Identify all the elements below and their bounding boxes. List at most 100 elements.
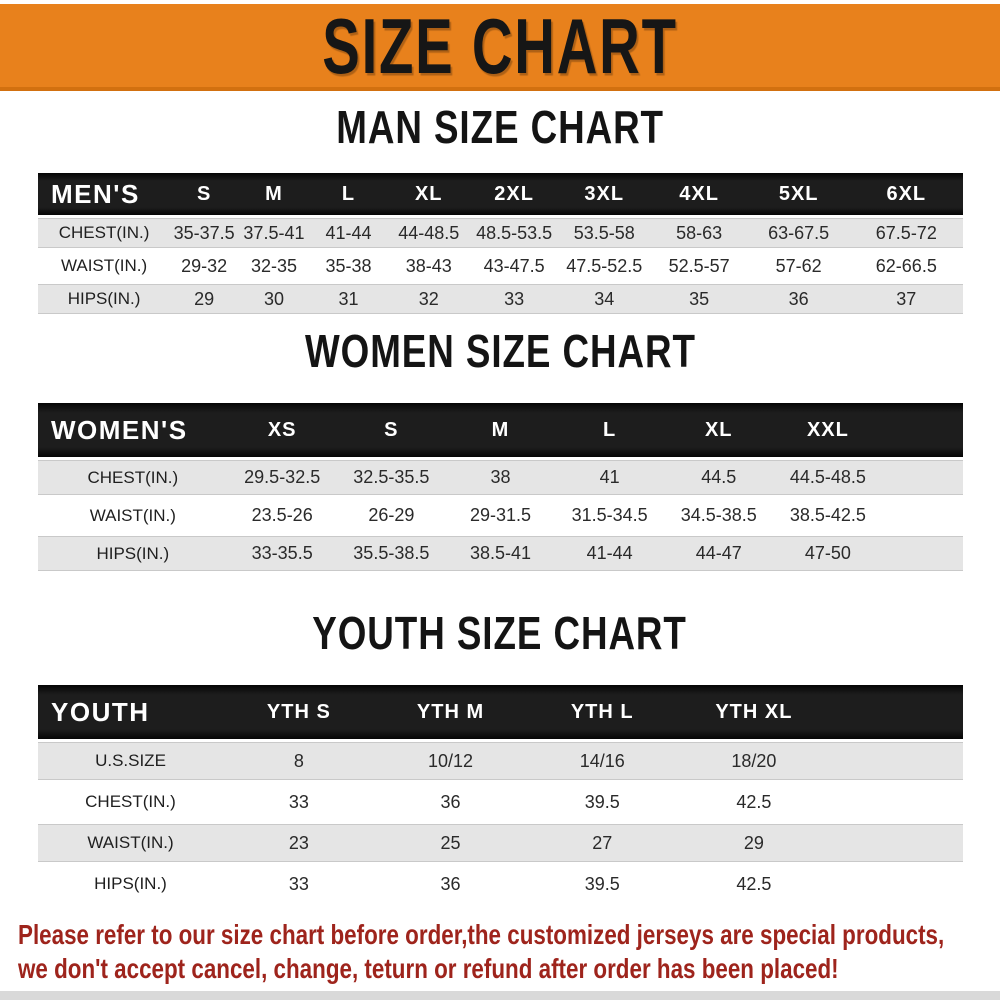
size-value: 34 (558, 284, 651, 314)
size-value: 37 (849, 284, 963, 314)
size-value: 25 (374, 824, 527, 862)
size-value: 8 (223, 742, 375, 780)
header-filler-cell (882, 403, 963, 457)
banner-title: SIZE CHART (322, 1, 678, 90)
size-value: 39.5 (526, 865, 679, 903)
size-table-header-row: WOMEN'S XS S M L XL XXL (38, 403, 963, 457)
size-table: YOUTH YTH S YTH M YTH L YTH XL U.S.SIZE 8 10/12… (38, 682, 963, 906)
size-value: 35 (650, 284, 748, 314)
row-label: WAIST(IN.) (38, 824, 223, 862)
banner: SIZE CHART (0, 2, 1000, 91)
size-value: 41-44 (309, 218, 388, 248)
size-value: 26-29 (336, 498, 446, 533)
size-value: 58-63 (650, 218, 748, 248)
table-corner-label: MEN'S (38, 173, 171, 215)
size-value: 27 (526, 824, 679, 862)
size-value: 18/20 (678, 742, 830, 780)
size-value: 52.5-57 (650, 251, 748, 281)
size-value: 57-62 (747, 251, 850, 281)
row-filler-cell (829, 783, 963, 821)
size-value: 38 (445, 460, 556, 495)
row-filler-cell (829, 824, 963, 862)
size-value: 67.5-72 (849, 218, 963, 248)
row-filler-cell (882, 460, 963, 495)
youth-size-table: YOUTH YTH S YTH M YTH L YTH XL U.S.SIZE 8 10/12… (38, 682, 963, 906)
size-column-header: XL (664, 403, 774, 457)
bottom-strip (0, 991, 1000, 1000)
footer-notice: Please refer to our size chart before or… (18, 918, 998, 986)
row-label: CHEST(IN.) (38, 783, 223, 821)
size-value: 37.5-41 (238, 218, 310, 248)
size-value: 23.5-26 (227, 498, 337, 533)
size-value: 36 (374, 865, 527, 903)
women-size-table: WOMEN'S XS S M L XL XXL CHEST(IN.) 29.5-32.5 32.5… (38, 400, 963, 574)
section-title-women: WOMEN SIZE CHART (0, 327, 1000, 378)
table-row: HIPS(IN.) 29 30 31 32 33 34 35 36 37 (38, 284, 963, 314)
size-column-header: XS (227, 403, 337, 457)
size-value: 36 (747, 284, 850, 314)
size-value: 31.5-34.5 (555, 498, 665, 533)
size-value: 32.5-35.5 (336, 460, 446, 495)
size-table: MEN'S S M L XL 2XL 3XL 4XL 5XL 6XL CHEST(IN.) 35-37… (38, 170, 963, 317)
row-filler-cell (882, 536, 963, 571)
section-title-youth-text: YOUTH SIZE CHART (312, 608, 688, 660)
size-value: 32 (387, 284, 471, 314)
size-column-header: S (170, 173, 239, 215)
size-column-header: M (238, 173, 310, 215)
size-value: 53.5-58 (558, 218, 651, 248)
notice-line-1: Please refer to our size chart before or… (18, 919, 945, 950)
size-value: 29-32 (170, 251, 239, 281)
row-label: WAIST(IN.) (38, 251, 171, 281)
size-value: 42.5 (678, 865, 830, 903)
size-value: 33 (470, 284, 559, 314)
size-value: 29-31.5 (445, 498, 556, 533)
row-label: WAIST(IN.) (38, 498, 228, 533)
header-filler-cell (829, 685, 963, 739)
size-value: 33 (223, 865, 375, 903)
size-value: 30 (238, 284, 310, 314)
size-column-header: YTH M (374, 685, 527, 739)
size-value: 41-44 (555, 536, 665, 571)
size-value: 38.5-42.5 (773, 498, 883, 533)
notice-line-2: we don't accept cancel, change, teturn o… (18, 953, 839, 984)
size-column-header: 6XL (849, 173, 963, 215)
size-value: 47.5-52.5 (558, 251, 651, 281)
size-value: 42.5 (678, 783, 830, 821)
row-label: HIPS(IN.) (38, 865, 223, 903)
size-column-header: YTH S (223, 685, 375, 739)
size-value: 63-67.5 (747, 218, 850, 248)
size-value: 39.5 (526, 783, 679, 821)
size-table-header-row: MEN'S S M L XL 2XL 3XL 4XL 5XL 6XL (38, 173, 963, 215)
size-value: 23 (223, 824, 375, 862)
size-value: 34.5-38.5 (664, 498, 774, 533)
table-row: CHEST(IN.) 29.5-32.5 32.5-35.5 38 41 44.5 44.5… (38, 460, 963, 495)
size-value: 29 (170, 284, 239, 314)
size-value: 29 (678, 824, 830, 862)
size-column-header: 3XL (558, 173, 651, 215)
size-column-header: YTH L (526, 685, 679, 739)
size-column-header: 2XL (470, 173, 559, 215)
size-value: 38-43 (387, 251, 471, 281)
row-label: U.S.SIZE (38, 742, 223, 780)
table-corner-label: YOUTH (38, 685, 223, 739)
size-value: 35-38 (309, 251, 388, 281)
size-value: 33 (223, 783, 375, 821)
size-value: 29.5-32.5 (227, 460, 337, 495)
table-row: WAIST(IN.) 23.5-26 26-29 29-31.5 31.5-34.5 34… (38, 498, 963, 533)
size-column-header: L (555, 403, 665, 457)
size-value: 41 (555, 460, 665, 495)
row-label: HIPS(IN.) (38, 284, 171, 314)
size-value: 36 (374, 783, 527, 821)
section-title-men-text: MAN SIZE CHART (336, 102, 664, 154)
table-row: CHEST(IN.) 33 36 39.5 42.5 (38, 783, 963, 821)
table-corner-label: WOMEN'S (38, 403, 228, 457)
table-row: WAIST(IN.) 29-32 32-35 35-38 38-43 43-47.5 47.… (38, 251, 963, 281)
row-filler-cell (829, 865, 963, 903)
size-table-header-row: YOUTH YTH S YTH M YTH L YTH XL (38, 685, 963, 739)
size-value: 47-50 (773, 536, 883, 571)
size-column-header: YTH XL (678, 685, 830, 739)
size-value: 14/16 (526, 742, 679, 780)
size-column-header: XXL (773, 403, 883, 457)
size-column-header: XL (387, 173, 471, 215)
size-column-header: M (445, 403, 556, 457)
